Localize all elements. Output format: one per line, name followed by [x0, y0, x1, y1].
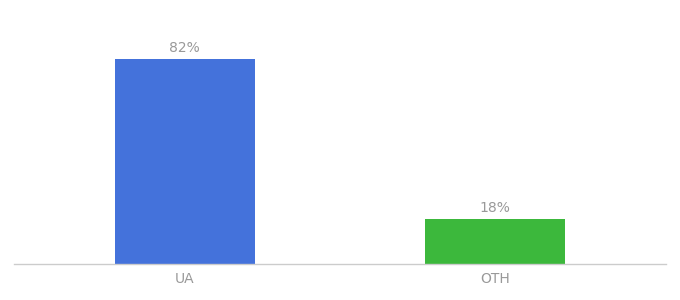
Bar [115, 59, 254, 264]
Text: 18%: 18% [480, 201, 511, 215]
Text: 82%: 82% [169, 41, 200, 55]
Bar [426, 219, 565, 264]
